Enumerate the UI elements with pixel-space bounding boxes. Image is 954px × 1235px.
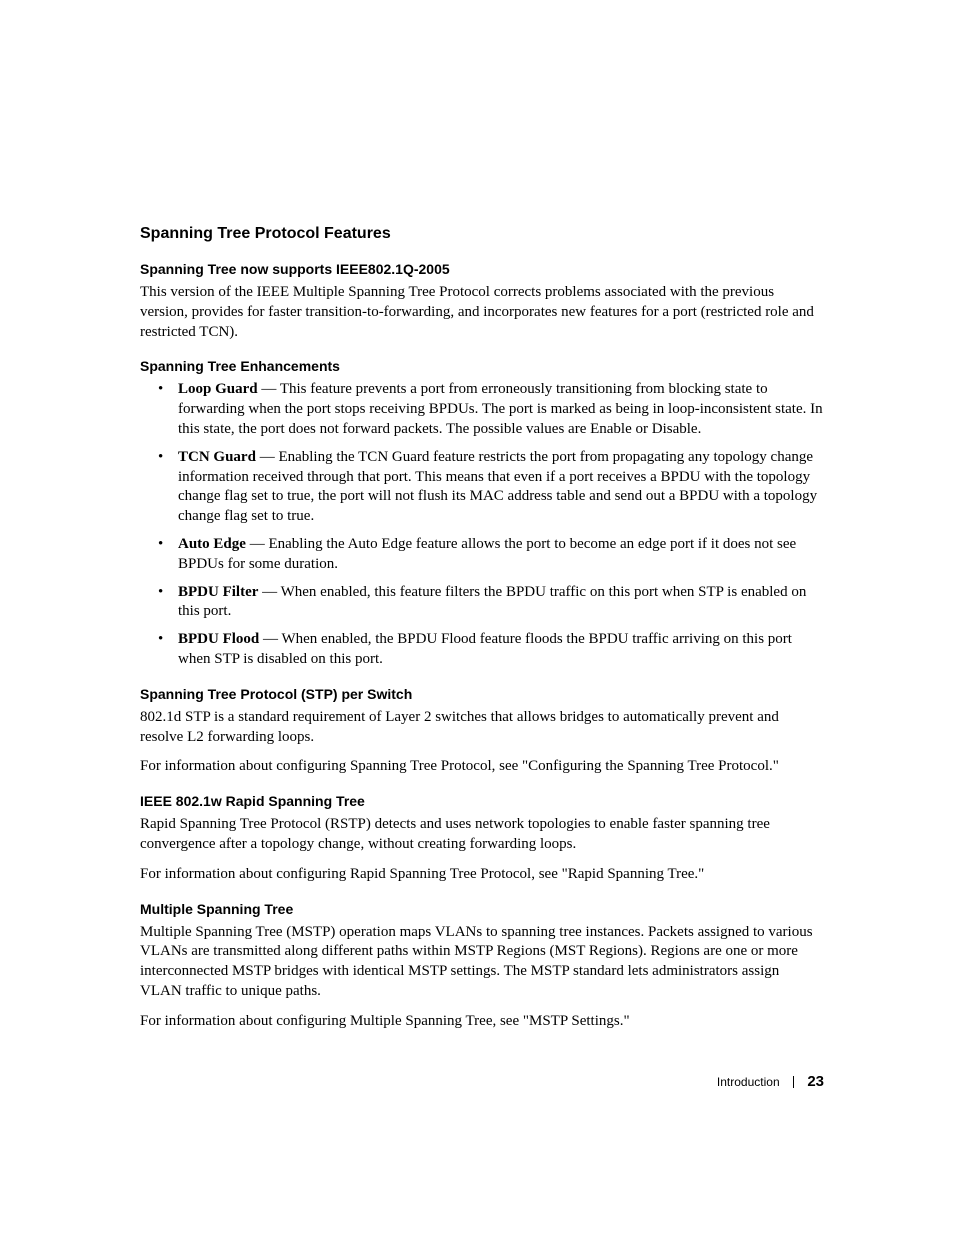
document-page: Spanning Tree Protocol Features Spanning… — [0, 0, 954, 1235]
term: BPDU Flood — [178, 631, 259, 647]
term-text: — Enabling the Auto Edge feature allows … — [178, 536, 796, 572]
list-item: Auto Edge — Enabling the Auto Edge featu… — [140, 535, 824, 575]
list-item: BPDU Filter — When enabled, this feature… — [140, 583, 824, 623]
section-heading: Multiple Spanning Tree — [140, 901, 824, 917]
list-item: TCN Guard — Enabling the TCN Guard featu… — [140, 448, 824, 527]
section-heading: IEEE 802.1w Rapid Spanning Tree — [140, 793, 824, 809]
page-footer: Introduction 23 — [717, 1073, 824, 1090]
body-paragraph: 802.1d STP is a standard requirement of … — [140, 708, 824, 748]
body-paragraph: For information about configuring Rapid … — [140, 865, 824, 885]
body-paragraph: This version of the IEEE Multiple Spanni… — [140, 283, 824, 342]
term-text: — When enabled, this feature filters the… — [178, 584, 806, 620]
term: Auto Edge — [178, 536, 246, 552]
page-number: 23 — [807, 1073, 824, 1090]
body-paragraph: For information about configuring Spanni… — [140, 757, 824, 777]
term: Loop Guard — [178, 381, 258, 397]
section-heading: Spanning Tree Protocol (STP) per Switch — [140, 686, 824, 702]
body-paragraph: Multiple Spanning Tree (MSTP) operation … — [140, 923, 824, 1002]
body-paragraph: For information about configuring Multip… — [140, 1012, 824, 1032]
list-item: Loop Guard — This feature prevents a por… — [140, 380, 824, 439]
footer-divider — [793, 1076, 794, 1088]
body-paragraph: Rapid Spanning Tree Protocol (RSTP) dete… — [140, 815, 824, 855]
term-text: — This feature prevents a port from erro… — [178, 381, 823, 437]
enhancements-list: Loop Guard — This feature prevents a por… — [140, 380, 824, 669]
term: BPDU Filter — [178, 584, 258, 600]
term-text: — Enabling the TCN Guard feature restric… — [178, 449, 817, 524]
term-text: — When enabled, the BPDU Flood feature f… — [178, 631, 792, 667]
section-heading: Spanning Tree Enhancements — [140, 358, 824, 374]
term: TCN Guard — [178, 449, 256, 465]
section-heading: Spanning Tree now supports IEEE802.1Q-20… — [140, 261, 824, 277]
footer-section-label: Introduction — [717, 1075, 780, 1089]
list-item: BPDU Flood — When enabled, the BPDU Floo… — [140, 630, 824, 670]
page-title: Spanning Tree Protocol Features — [140, 225, 824, 243]
